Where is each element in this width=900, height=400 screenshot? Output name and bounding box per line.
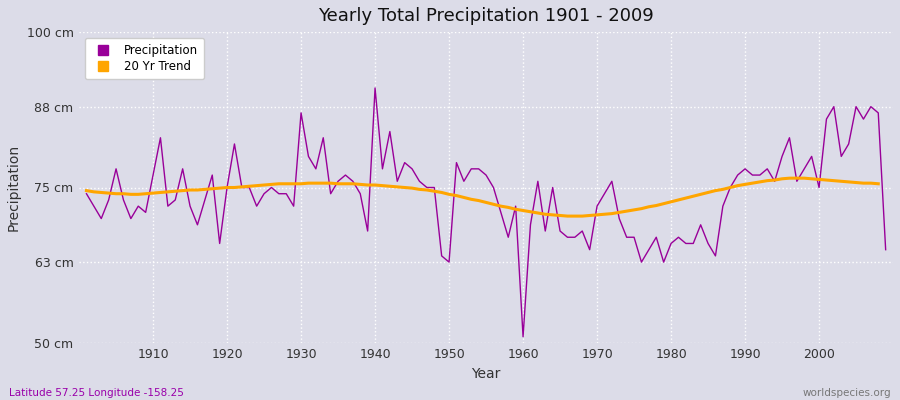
Legend: Precipitation, 20 Yr Trend: Precipitation, 20 Yr Trend	[85, 38, 204, 79]
Text: worldspecies.org: worldspecies.org	[803, 388, 891, 398]
Text: Latitude 57.25 Longitude -158.25: Latitude 57.25 Longitude -158.25	[9, 388, 184, 398]
Y-axis label: Precipitation: Precipitation	[7, 144, 21, 231]
Title: Yearly Total Precipitation 1901 - 2009: Yearly Total Precipitation 1901 - 2009	[319, 7, 654, 25]
X-axis label: Year: Year	[472, 367, 500, 381]
